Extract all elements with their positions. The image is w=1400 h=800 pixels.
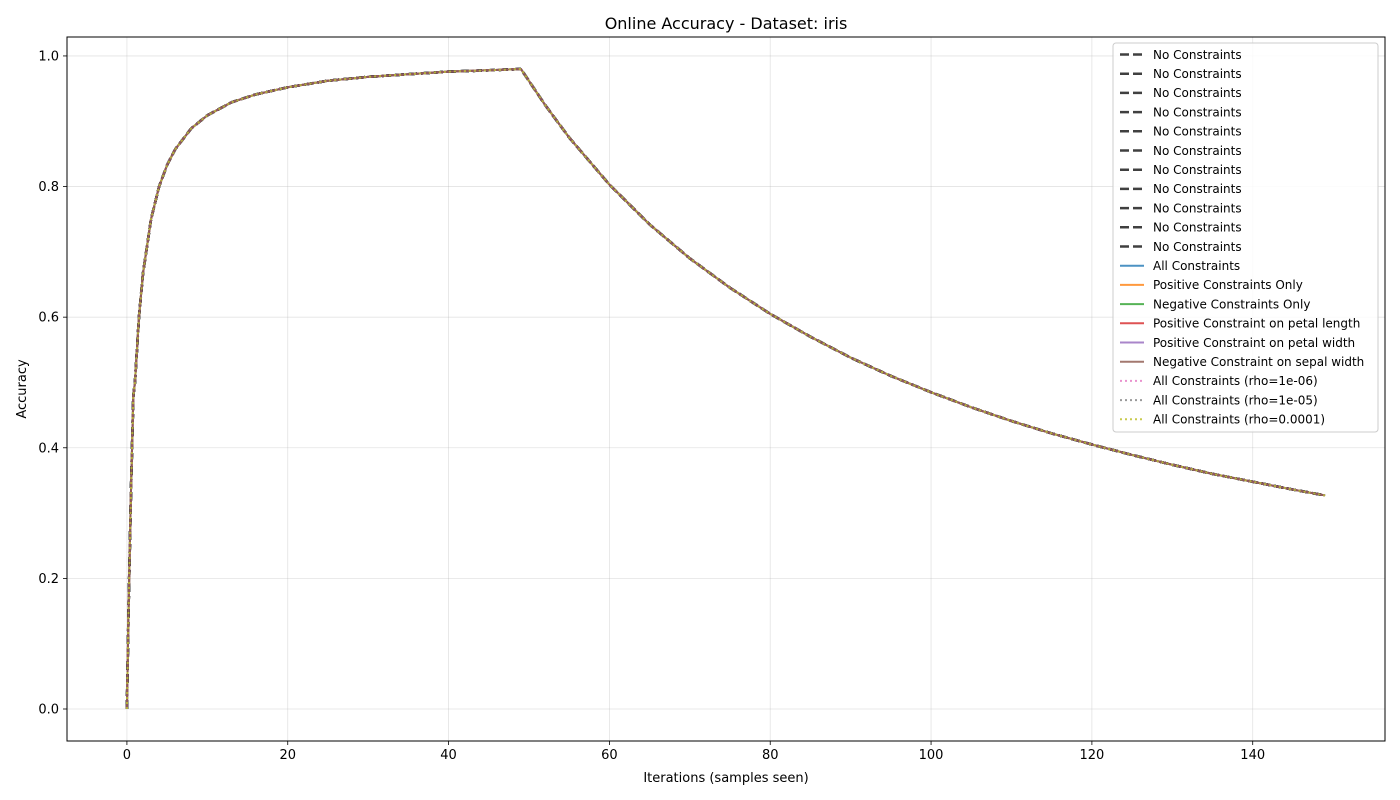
legend-label: No Constraints: [1153, 48, 1242, 62]
legend-label: No Constraints: [1153, 182, 1242, 196]
legend-label: Negative Constraint on sepal width: [1153, 355, 1364, 369]
series-line-19: [125, 68, 1326, 710]
y-tick-label: 0.6: [38, 311, 59, 326]
legend-box: [1112, 42, 1379, 433]
axis-ticks: 0 20 40 60 80 100 120 140 0.0 0.2 0.4 0.6 0.8 1.0: [38, 49, 1265, 763]
y-tick-label: 0.0: [38, 703, 59, 718]
legend-label: Negative Constraints Only: [1153, 297, 1310, 311]
chart-title: Online Accuracy - Dataset: iris: [605, 14, 848, 33]
legend-label: All Constraints (rho=1e-06): [1153, 374, 1318, 388]
legend-label: No Constraints: [1153, 240, 1242, 254]
legend-label: All Constraints: [1153, 259, 1240, 273]
legend-label: Positive Constraint on petal width: [1153, 336, 1355, 350]
x-tick-label: 40: [440, 748, 457, 763]
x-axis-title: Iterations (samples seen): [643, 771, 808, 786]
plot-frame: [66, 36, 1386, 742]
y-tick-label: 0.8: [38, 180, 59, 195]
x-tick-label: 0: [123, 748, 131, 763]
y-tick-label: 0.2: [38, 572, 59, 587]
legend-label: No Constraints: [1153, 105, 1242, 119]
legend-label: No Constraints: [1153, 86, 1242, 100]
y-tick-label: 1.0: [38, 49, 59, 64]
legend: No Constraints No Constraints No Constrain…: [1112, 42, 1379, 433]
x-tick-label: 60: [601, 748, 618, 763]
x-tick-label: 120: [1079, 748, 1104, 763]
legend-label: All Constraints (rho=0.0001): [1153, 413, 1325, 427]
legend-label: No Constraints: [1153, 125, 1242, 139]
series-lines: [125, 67, 1326, 710]
x-tick-label: 80: [762, 748, 779, 763]
legend-label: Positive Constraint on petal length: [1153, 317, 1360, 331]
legend-label: Positive Constraints Only: [1153, 278, 1303, 292]
legend-label: All Constraints (rho=1e-05): [1153, 393, 1318, 407]
legend-label: No Constraints: [1153, 201, 1242, 215]
y-tick-label: 0.4: [38, 441, 59, 456]
x-tick-label: 20: [279, 748, 296, 763]
legend-label: No Constraints: [1153, 144, 1242, 158]
legend-label: No Constraints: [1153, 221, 1242, 235]
legend-label: No Constraints: [1153, 67, 1242, 81]
legend-label: No Constraints: [1153, 163, 1242, 177]
x-tick-label: 140: [1240, 748, 1265, 763]
y-axis-title: Accuracy: [15, 359, 30, 419]
x-tick-label: 100: [919, 748, 944, 763]
